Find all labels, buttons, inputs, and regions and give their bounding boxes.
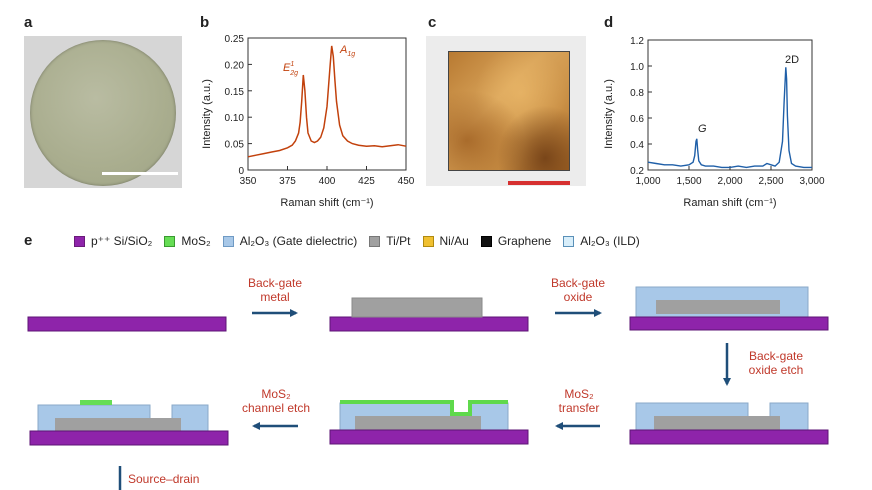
y-tick-label: 0.25 xyxy=(225,34,245,45)
step-label-back-gate-metal: Back-gate metal xyxy=(247,276,303,304)
materials-legend: p⁺⁺ Si/SiO₂ MoS₂ Al₂O₃ (Gate dielectric)… xyxy=(74,232,652,250)
panel-c-letter: c xyxy=(428,14,437,31)
raman-series-line xyxy=(247,45,407,158)
device-area xyxy=(448,51,570,171)
substrate xyxy=(329,316,529,332)
back-gate-metal xyxy=(654,416,780,430)
x-axis-label: Raman shift (cm⁻¹) xyxy=(280,197,373,209)
step-label-back-gate-oxide-etch: Back-gate oxide etch xyxy=(748,349,804,377)
legend-item-mos2: MoS₂ xyxy=(164,234,211,248)
mos2-layer xyxy=(340,400,508,416)
x-tick-label: 375 xyxy=(279,176,296,187)
legend-label: Al₂O₃ (Gate dielectric) xyxy=(239,234,358,248)
step-label-mos2-channel-etch: MoS₂ channel etch xyxy=(241,387,311,415)
legend-item-substrate: p⁺⁺ Si/SiO₂ xyxy=(74,234,152,248)
legend-item-gate-dielectric: Al₂O₃ (Gate dielectric) xyxy=(222,234,358,248)
wafer-photo xyxy=(24,36,182,188)
legend-label: Ni/Au xyxy=(439,234,469,248)
legend-label: Graphene xyxy=(497,234,552,248)
substrate xyxy=(27,316,227,332)
y-tick-label: 0.6 xyxy=(630,114,644,125)
y-tick-label: 0.10 xyxy=(225,113,245,124)
panel-a-letter: a xyxy=(24,14,33,31)
peak-label-2d: 2D xyxy=(785,54,799,66)
legend-item-ild: Al₂O₃ (ILD) xyxy=(563,234,640,248)
y-tick-label: 0 xyxy=(238,166,244,177)
back-gate-metal xyxy=(55,418,181,431)
peak-label-g: G xyxy=(698,123,707,135)
x-tick-label: 400 xyxy=(319,176,336,187)
y-tick-label: 0.2 xyxy=(630,166,644,177)
y-tick-label: 0.15 xyxy=(225,87,245,98)
step-label-back-gate-oxide: Back-gate oxide xyxy=(550,276,606,304)
x-tick-label: 450 xyxy=(398,176,414,187)
legend-item-ni-au: Ni/Au xyxy=(422,234,469,248)
substrate xyxy=(629,316,829,331)
panel-e-letter: e xyxy=(24,232,33,249)
microscope-image xyxy=(426,36,586,186)
y-tick-label: 0.4 xyxy=(630,140,644,151)
legend-item-ti-pt: Ti/Pt xyxy=(369,234,411,248)
y-tick-label: 1.0 xyxy=(630,62,644,73)
raman-chart-mos2: Intensity (a.u.) 0 0.05 0.10 0.15 0.20 0.25 3… xyxy=(201,34,414,209)
legend-swatch xyxy=(369,235,381,247)
legend-swatch xyxy=(222,235,234,247)
panel-b-letter: b xyxy=(200,14,210,31)
x-tick-label: 350 xyxy=(240,176,257,187)
substrate xyxy=(629,429,829,445)
x-axis-label: Raman shift (cm⁻¹) xyxy=(683,197,776,209)
y-tick-label: 0.05 xyxy=(225,140,245,151)
legend-label: Al₂O₃ (ILD) xyxy=(580,234,640,248)
substrate xyxy=(329,429,529,445)
legend-label: Ti/Pt xyxy=(386,234,411,248)
legend-swatch xyxy=(74,235,85,247)
legend-label: p⁺⁺ Si/SiO₂ xyxy=(91,234,153,248)
substrate xyxy=(29,430,229,446)
scale-bar xyxy=(508,181,570,185)
y-tick-label: 1.2 xyxy=(630,36,644,47)
legend-swatch xyxy=(563,235,575,247)
x-tick-label: 2,000 xyxy=(717,176,742,187)
peak-label-e2g: E1 2g xyxy=(283,61,298,77)
step-label-source-drain: Source–drain xyxy=(128,472,200,486)
panel-d-letter: d xyxy=(604,14,614,31)
scale-bar xyxy=(102,172,178,175)
y-tick-label: 0.8 xyxy=(630,88,644,99)
legend-label: MoS₂ xyxy=(181,234,211,248)
back-gate-metal xyxy=(351,297,483,318)
y-tick-label: 0.20 xyxy=(225,60,245,71)
mos2-channel xyxy=(80,400,112,405)
y-axis-label: Intensity (a.u.) xyxy=(603,79,615,149)
legend-item-graphene: Graphene xyxy=(480,234,552,248)
wafer-disc xyxy=(30,40,176,186)
legend-swatch xyxy=(480,235,492,247)
x-tick-label: 3,000 xyxy=(799,176,824,187)
raman-series-line xyxy=(647,67,812,169)
x-tick-label: 1,000 xyxy=(635,176,660,187)
x-tick-label: 2,500 xyxy=(758,176,783,187)
back-gate-metal xyxy=(355,416,481,430)
legend-swatch xyxy=(422,235,434,247)
x-tick-label: 425 xyxy=(358,176,375,187)
back-gate-metal xyxy=(656,300,780,314)
peak-label-a1g: A1g xyxy=(339,44,355,58)
y-axis-label: Intensity (a.u.) xyxy=(201,79,213,149)
x-tick-label: 1,500 xyxy=(676,176,701,187)
legend-swatch xyxy=(164,235,176,247)
step-label-mos2-transfer: MoS₂ transfer xyxy=(558,387,600,415)
raman-chart-graphene: Intensity (a.u.) 0.2 0.4 0.6 0.8 1.0 1.2 1,00… xyxy=(603,36,825,209)
